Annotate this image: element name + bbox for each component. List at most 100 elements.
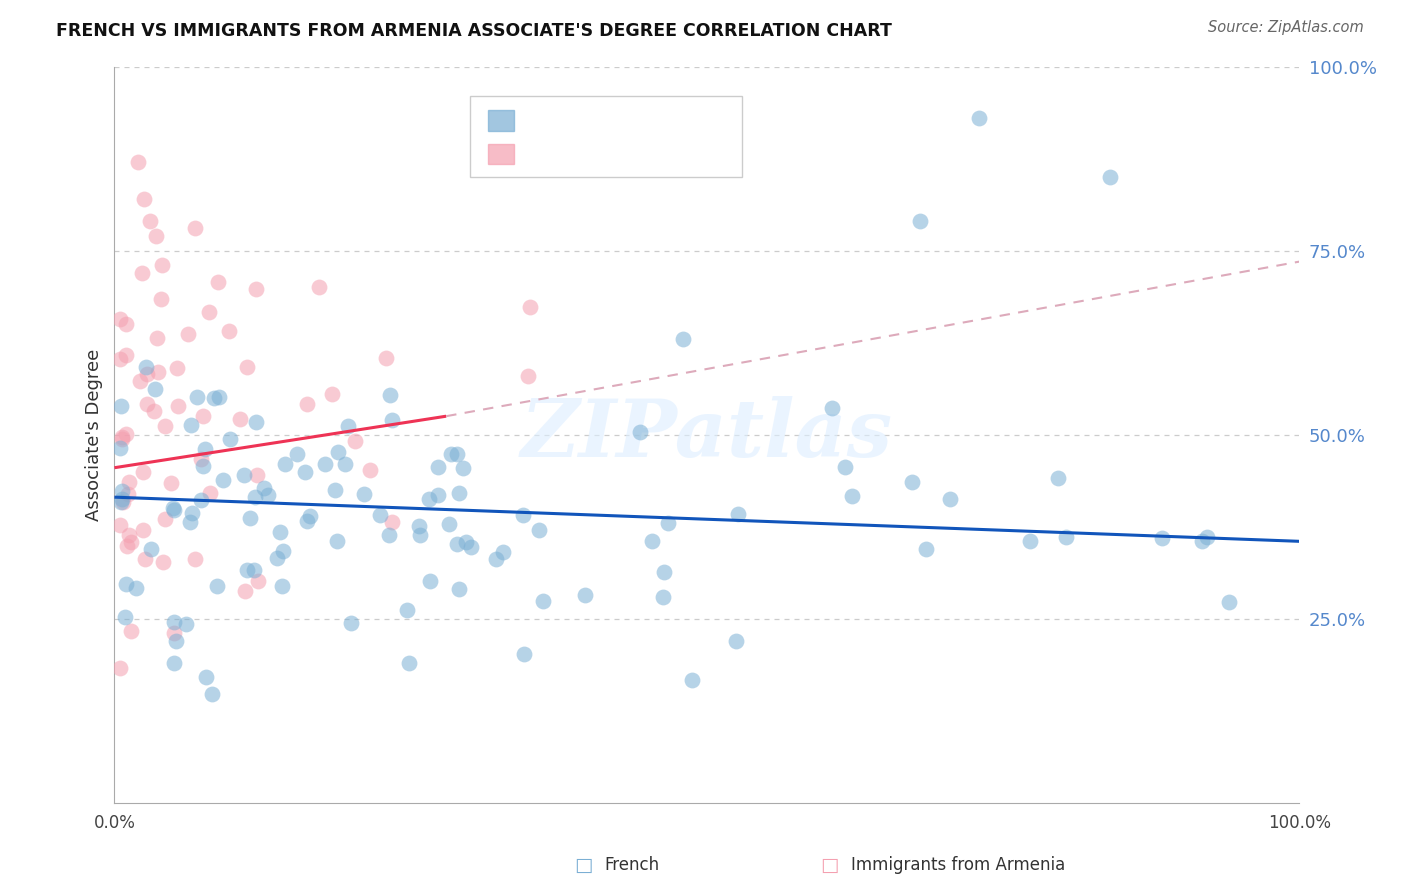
- Point: [657, 516, 679, 530]
- Point: [652, 590, 675, 604]
- Point: [115, 540, 138, 554]
- Point: [111, 495, 134, 509]
- Point: [110, 495, 132, 509]
- Y-axis label: Associate's Degree: Associate's Degree: [86, 349, 103, 521]
- Point: [834, 459, 856, 474]
- Point: [285, 447, 308, 461]
- Point: [110, 399, 132, 413]
- Point: [460, 540, 482, 554]
- Point: [120, 535, 142, 549]
- Point: [336, 418, 359, 433]
- Text: R =: R =: [520, 112, 560, 130]
- Point: [256, 487, 278, 501]
- Point: [440, 447, 463, 461]
- Point: [177, 327, 200, 342]
- Point: [174, 617, 197, 632]
- Point: [190, 493, 212, 508]
- Point: [340, 616, 363, 631]
- Point: [115, 426, 138, 441]
- Point: [381, 413, 404, 427]
- Point: [370, 508, 392, 522]
- Point: [333, 457, 356, 471]
- Point: [136, 368, 159, 382]
- Point: [724, 633, 747, 648]
- Text: Source: ZipAtlas.com: Source: ZipAtlas.com: [1208, 20, 1364, 35]
- Point: [409, 527, 432, 541]
- Point: [359, 463, 381, 477]
- Text: 109: 109: [686, 112, 724, 130]
- Point: [915, 542, 938, 557]
- Point: [132, 523, 155, 537]
- Point: [939, 491, 962, 506]
- Point: [513, 647, 536, 661]
- Point: [243, 563, 266, 577]
- Point: [163, 656, 186, 670]
- Point: [165, 634, 187, 648]
- Point: [110, 441, 132, 455]
- Point: [321, 386, 343, 401]
- Point: [426, 459, 449, 474]
- Text: 0.103: 0.103: [568, 147, 626, 165]
- Point: [269, 525, 291, 540]
- Point: [115, 577, 138, 591]
- Point: [274, 457, 297, 471]
- Point: [115, 317, 138, 331]
- Point: [135, 397, 157, 411]
- Point: [1054, 530, 1077, 544]
- Point: [380, 388, 402, 402]
- Point: [1098, 169, 1121, 184]
- Point: [308, 280, 330, 294]
- Point: [111, 429, 134, 443]
- Point: [418, 492, 440, 507]
- Point: [205, 579, 228, 593]
- Point: [574, 588, 596, 602]
- Point: [908, 214, 931, 228]
- Point: [451, 460, 474, 475]
- Point: [245, 415, 267, 429]
- Point: [449, 582, 471, 597]
- Point: [841, 490, 863, 504]
- Point: [153, 419, 176, 434]
- Point: [127, 155, 149, 169]
- Point: [110, 311, 132, 326]
- Text: ZIPatlas: ZIPatlas: [520, 396, 893, 474]
- Point: [492, 545, 515, 559]
- Point: [517, 369, 540, 384]
- Point: [531, 593, 554, 607]
- Point: [299, 508, 322, 523]
- Text: Immigrants from Armenia: Immigrants from Armenia: [851, 856, 1064, 874]
- Point: [132, 465, 155, 479]
- Point: [110, 483, 132, 498]
- Point: [146, 365, 169, 379]
- Point: [353, 486, 375, 500]
- FancyBboxPatch shape: [470, 96, 742, 177]
- Point: [162, 503, 184, 517]
- Point: [197, 304, 219, 318]
- Point: [454, 535, 477, 549]
- Point: [325, 483, 347, 498]
- Text: □: □: [574, 855, 593, 875]
- Point: [628, 425, 651, 439]
- Point: [344, 434, 367, 449]
- Point: [124, 581, 146, 595]
- Point: [160, 475, 183, 490]
- Point: [180, 417, 202, 432]
- Point: [1019, 533, 1042, 548]
- Point: [246, 574, 269, 588]
- Point: [118, 527, 141, 541]
- Point: [395, 603, 418, 617]
- Point: [447, 486, 470, 500]
- Point: [235, 563, 257, 577]
- Text: N =: N =: [643, 147, 689, 165]
- Point: [115, 348, 138, 362]
- Point: [120, 624, 142, 639]
- Point: [900, 475, 922, 490]
- Point: [419, 574, 441, 588]
- Point: [201, 687, 224, 701]
- FancyBboxPatch shape: [488, 144, 513, 164]
- Point: [326, 534, 349, 549]
- Point: [134, 552, 156, 566]
- Point: [969, 111, 991, 125]
- Point: [270, 579, 292, 593]
- Point: [398, 656, 420, 670]
